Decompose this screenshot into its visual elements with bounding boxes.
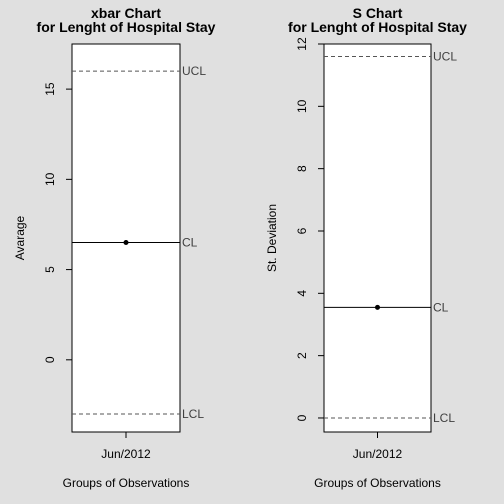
x-axis-label: Groups of Observations: [314, 476, 441, 490]
y-tick-label: 10: [295, 99, 309, 113]
chart-title-line: xbar Chart: [91, 5, 161, 21]
lcl-label: LCL: [433, 411, 455, 425]
y-tick-label: 6: [295, 227, 309, 234]
cl-label: CL: [182, 236, 198, 250]
x-tick-label: Jun/2012: [353, 447, 403, 461]
chart-title-line: for Lenght of Hospital Stay: [37, 19, 216, 35]
x-axis-label: Groups of Observations: [63, 476, 190, 490]
y-tick-label: 2: [295, 352, 309, 359]
lcl-label: LCL: [182, 407, 204, 421]
y-axis-label: St. Deviation: [265, 204, 279, 272]
x-tick-label: Jun/2012: [101, 447, 151, 461]
y-tick-label: 0: [295, 414, 309, 421]
plot-area: [323, 43, 432, 433]
y-tick-label: 10: [43, 172, 57, 186]
y-tick-label: 0: [43, 356, 57, 363]
cl-label: CL: [433, 300, 449, 314]
y-tick-label: 15: [43, 82, 57, 96]
y-tick-label: 4: [295, 290, 309, 297]
data-point: [123, 240, 129, 246]
chart-title-line: S Chart: [353, 5, 403, 21]
y-tick-label: 5: [43, 266, 57, 273]
ucl-label: UCL: [433, 49, 457, 63]
ucl-label: UCL: [182, 64, 206, 78]
plot-area: [71, 43, 181, 433]
y-axis-label: Avarage: [13, 215, 27, 260]
data-point: [375, 304, 380, 310]
y-tick-label: 12: [295, 37, 309, 51]
chart-title-line: for Lenght of Hospital Stay: [288, 19, 467, 35]
y-tick-label: 8: [295, 165, 309, 172]
